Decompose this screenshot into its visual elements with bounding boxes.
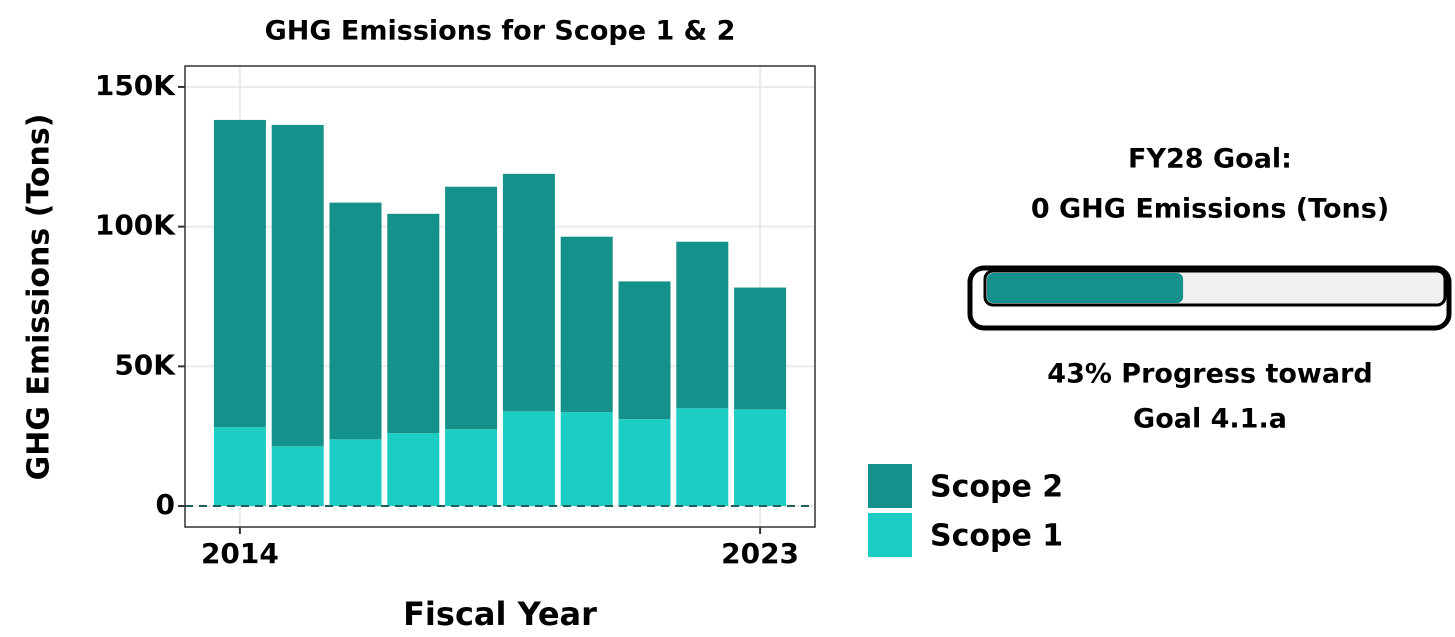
bar-segment <box>213 427 266 507</box>
bar-segment <box>271 446 324 507</box>
progress-fill <box>987 273 1184 303</box>
bar-segment <box>734 287 787 410</box>
bar-segment <box>676 241 729 409</box>
bar-segment <box>502 173 555 412</box>
bar-segment <box>560 412 613 507</box>
bar-segment <box>618 419 671 507</box>
bar-segment <box>387 213 440 434</box>
bar-segment <box>502 411 555 507</box>
bar-segment <box>734 409 787 507</box>
legend-swatch <box>868 513 912 557</box>
bar-segment <box>387 433 440 507</box>
progress-label: 43% Progress toward <box>1047 359 1372 390</box>
x-tick-label: 2023 <box>721 537 799 570</box>
bar-segment <box>560 236 613 413</box>
bar-segment <box>445 186 498 430</box>
bar-segment <box>213 119 266 428</box>
legend-swatch <box>868 464 912 508</box>
y-tick-label: 100K <box>95 209 176 242</box>
bar-segment <box>329 202 382 440</box>
x-axis-label: Fiscal Year <box>403 595 597 633</box>
bar-segment <box>445 429 498 507</box>
x-tick-label: 2014 <box>201 537 279 570</box>
goal-title: 0 GHG Emissions (Tons) <box>1031 194 1389 225</box>
bar-segment <box>329 439 382 507</box>
bar-segment <box>618 281 671 420</box>
legend-label: Scope 1 <box>930 519 1063 554</box>
chart-title: GHG Emissions for Scope 1 & 2 <box>265 16 736 47</box>
y-axis-label: GHG Emissions (Tons) <box>22 114 57 481</box>
y-tick-label: 150K <box>95 69 176 102</box>
bar-segment <box>676 408 729 507</box>
goal-title: FY28 Goal: <box>1128 144 1292 175</box>
y-tick-label: 0 <box>156 488 175 521</box>
y-tick-label: 50K <box>114 348 176 381</box>
legend-label: Scope 2 <box>930 470 1063 505</box>
progress-label: Goal 4.1.a <box>1133 404 1287 435</box>
plot-border <box>184 65 816 528</box>
bar-segment <box>271 124 324 447</box>
